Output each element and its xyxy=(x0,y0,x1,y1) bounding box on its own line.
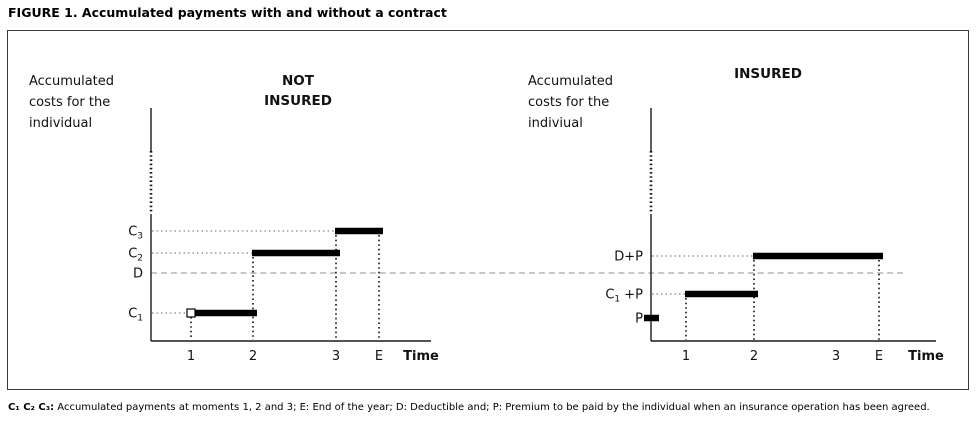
left-y-axis-label: Accumulated costs for the individual xyxy=(29,71,114,134)
footnote: C₁ C₂ C₃: Accumulated payments at moment… xyxy=(8,402,974,413)
right-y-axis-label-line: indiviual xyxy=(528,116,583,131)
right-y-axis-label-line: costs for the xyxy=(528,95,610,110)
right-y-axis-label-line: Accumulated xyxy=(528,74,614,89)
left-y-axis-label-line: costs for the xyxy=(29,95,111,110)
not-insured-title-line: INSURED xyxy=(264,93,332,109)
y-axis-value-label: C1 xyxy=(128,307,143,324)
x-tick-label: 1 xyxy=(682,349,690,364)
figure-box: Accumulated costs for the individual NOT… xyxy=(7,30,969,390)
x-tick-label: 3 xyxy=(332,349,340,364)
x-tick-label: 3 xyxy=(832,349,840,364)
deductible-dashed-line xyxy=(151,272,903,274)
step-marker xyxy=(186,308,196,318)
right-y-axis-label: Accumulated costs for the indiviual xyxy=(528,71,613,134)
x-axis-title: Time xyxy=(908,349,944,364)
figure-title: FIGURE 1. Accumulated payments with and … xyxy=(8,5,447,20)
insured-title-line: INSURED xyxy=(734,66,802,82)
footnote-text: Accumulated payments at moments 1, 2 and… xyxy=(54,402,930,413)
not-insured-title-line: NOT xyxy=(282,73,314,89)
x-tick-label: 2 xyxy=(750,349,758,364)
x-tick-label: 1 xyxy=(187,349,195,364)
y-axis-value-label: D xyxy=(133,267,143,282)
y-axis-value-label: C3 xyxy=(128,225,143,242)
x-tick-label: E xyxy=(375,349,383,364)
left-y-axis-label-line: individual xyxy=(29,116,93,131)
footnote-lead: C₁ C₂ C₃: xyxy=(8,402,55,413)
y-axis-value-label: C1 +P xyxy=(605,288,643,305)
y-axis-value-label: C2 xyxy=(128,247,143,264)
not-insured-chart: C3 C2 D C1 1 2 3 E Time xyxy=(128,108,439,364)
not-insured-title: NOT INSURED xyxy=(213,71,383,111)
insured-title: INSURED xyxy=(678,64,858,84)
y-axis-value-label: D+P xyxy=(614,250,643,265)
x-tick-label: E xyxy=(875,349,883,364)
y-axis-value-label: P xyxy=(635,312,643,327)
x-tick-label: 2 xyxy=(249,349,257,364)
x-axis-title: Time xyxy=(403,349,439,364)
left-y-axis-label-line: Accumulated xyxy=(29,74,115,89)
insured-chart: D+P C1 +P P 1 2 3 E Time xyxy=(605,108,944,364)
